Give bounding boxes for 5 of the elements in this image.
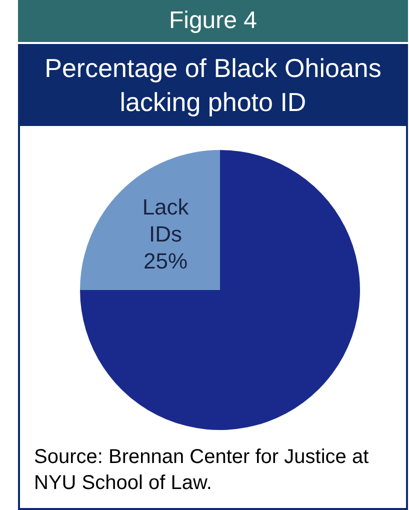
chart-title: Figure 4 (18, 0, 408, 42)
data-label: 25% (144, 248, 188, 274)
chart-subtitle: Percentage of Black Ohioans lacking photo ID (18, 44, 408, 126)
source-note: Source: Brennan Center for Justice at NYU School of Law. (34, 445, 370, 496)
slice-label: Lack IDs (142, 194, 190, 247)
